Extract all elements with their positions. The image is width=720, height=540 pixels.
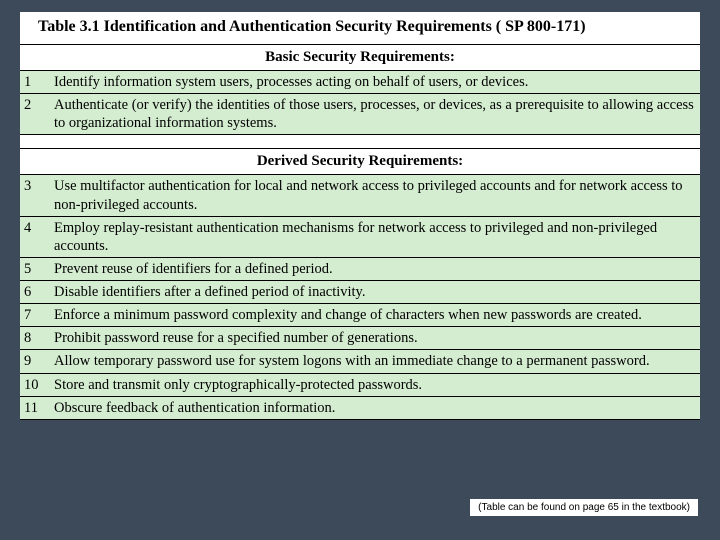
section-header-basic: Basic Security Requirements: [20,45,700,71]
row-text: Identify information system users, proce… [48,71,700,94]
table-row: 6 Disable identifiers after a defined pe… [20,281,700,304]
row-text: Enforce a minimum password complexity an… [48,304,700,327]
table-row: 7 Enforce a minimum password complexity … [20,304,700,327]
row-text: Store and transmit only cryptographicall… [48,373,700,396]
section-header-label: Derived Security Requirements: [20,149,700,175]
table-row: 2 Authenticate (or verify) the identitie… [20,94,700,135]
row-text: Obscure feedback of authentication infor… [48,396,700,419]
row-number: 5 [20,257,48,280]
row-number: 8 [20,327,48,350]
section-spacer [20,135,700,149]
row-text: Prevent reuse of identifiers for a defin… [48,257,700,280]
table-row: 4 Employ replay-resistant authentication… [20,216,700,257]
row-number: 11 [20,396,48,419]
requirements-table: Basic Security Requirements: 1 Identify … [20,44,700,420]
table-row: 9 Allow temporary password use for syste… [20,350,700,373]
table-row: 5 Prevent reuse of identifiers for a def… [20,257,700,280]
row-number: 6 [20,281,48,304]
table-title: Table 3.1 Identification and Authenticat… [20,12,700,44]
row-text: Prohibit password reuse for a specified … [48,327,700,350]
table-row: 10 Store and transmit only cryptographic… [20,373,700,396]
row-number: 1 [20,71,48,94]
row-text: Use multifactor authentication for local… [48,175,700,216]
footnote: (Table can be found on page 65 in the te… [470,499,698,516]
row-text: Employ replay-resistant authentication m… [48,216,700,257]
table-row: 3 Use multifactor authentication for loc… [20,175,700,216]
row-number: 2 [20,94,48,135]
row-number: 4 [20,216,48,257]
row-number: 10 [20,373,48,396]
row-text: Disable identifiers after a defined peri… [48,281,700,304]
row-number: 9 [20,350,48,373]
section-header-derived: Derived Security Requirements: [20,149,700,175]
table-row: 1 Identify information system users, pro… [20,71,700,94]
section-header-label: Basic Security Requirements: [20,45,700,71]
row-number: 3 [20,175,48,216]
table-page: Table 3.1 Identification and Authenticat… [20,12,700,420]
table-row: 8 Prohibit password reuse for a specifie… [20,327,700,350]
row-number: 7 [20,304,48,327]
table-row: 11 Obscure feedback of authentication in… [20,396,700,419]
row-text: Authenticate (or verify) the identities … [48,94,700,135]
row-text: Allow temporary password use for system … [48,350,700,373]
